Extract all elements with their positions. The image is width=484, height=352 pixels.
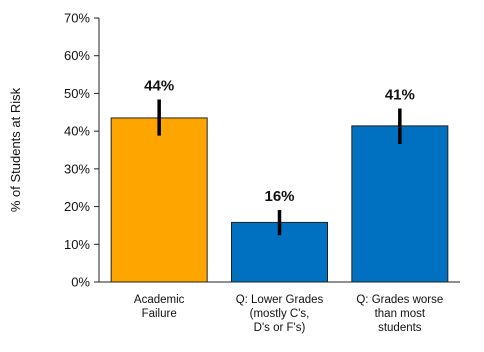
category-label: Academic Failure [134, 294, 185, 320]
category-label-line: D's or F's) [254, 322, 306, 334]
category-label-line: Q: Lower Grades [236, 294, 324, 306]
y-tick-label: 20% [64, 199, 90, 214]
y-tick-label: 70% [64, 11, 90, 26]
y-tick-label: 50% [64, 86, 90, 101]
category-label: Q: Lower Grades (mostly C's, D's or F's) [236, 294, 324, 334]
data-labels: 44% 16% 41% [144, 77, 415, 205]
category-label: Q: Grades worse than most students [356, 294, 443, 334]
category-label-line: Academic [134, 294, 185, 306]
y-tick-label: 30% [64, 161, 90, 176]
y-axis: 0% 10% 20% 30% 40% 50% 60% 70% [64, 11, 460, 290]
category-label-line: (mostly C's, [250, 308, 310, 320]
bar [110, 117, 208, 283]
data-label: 41% [385, 87, 415, 104]
y-tick-label: 10% [64, 237, 90, 252]
y-tick-label: 60% [64, 48, 90, 63]
bar [351, 125, 449, 283]
y-tick-label: 0% [71, 275, 90, 290]
y-tick-label: 40% [64, 124, 90, 139]
data-label: 44% [144, 77, 174, 94]
category-label-line: students [378, 322, 422, 334]
category-label-line: Failure [142, 308, 177, 320]
category-label-line: than most [375, 308, 426, 320]
category-labels: Academic Failure Q: Lower Grades (mostly C'… [134, 294, 443, 334]
data-label: 16% [264, 188, 294, 205]
category-label-line: Q: Grades worse [356, 294, 443, 306]
y-axis-label: % of Students at Risk [8, 87, 23, 212]
bars [110, 99, 449, 283]
